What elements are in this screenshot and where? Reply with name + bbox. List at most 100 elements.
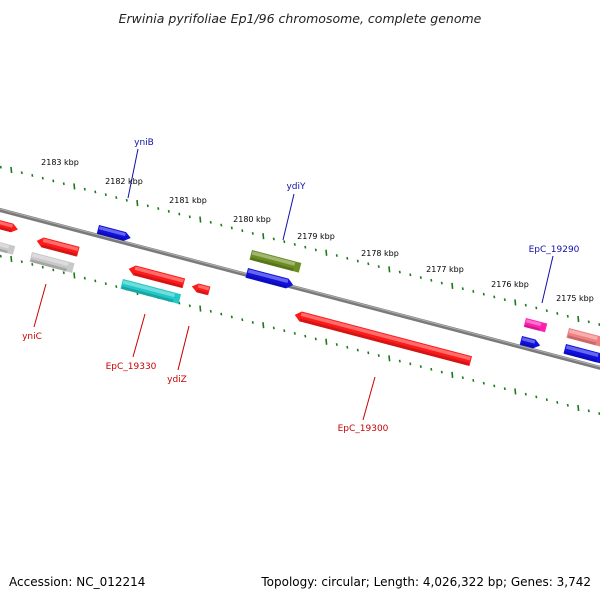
gene-label-text: yniB <box>134 138 154 148</box>
gene-feature-feature-6[interactable] <box>127 264 186 289</box>
minor-tick <box>556 401 559 404</box>
feature-shadow <box>97 231 125 241</box>
feature-body <box>0 240 16 255</box>
minor-tick <box>62 271 65 275</box>
minor-tick <box>52 268 55 272</box>
minor-tick <box>346 256 349 260</box>
major-tick <box>451 282 454 289</box>
gene-feature-ydiZ[interactable] <box>191 282 211 296</box>
minor-tick <box>188 215 191 219</box>
feature-shadow <box>250 257 294 272</box>
scale-label: 2178 kbp <box>361 249 399 258</box>
backbone-highlight <box>0 208 600 368</box>
minor-tick <box>398 359 401 363</box>
gene-feature-feature-14[interactable] <box>566 328 600 347</box>
major-tick <box>136 199 139 207</box>
gene-label-ydiZ[interactable]: ydiZ <box>167 325 190 385</box>
label-leader-line <box>177 325 190 371</box>
gene-feature-feature-3[interactable] <box>35 236 80 257</box>
gene-labels: yniB ydiY EpC_19290 yniC EpC_19330 ydiZ EpC_19… <box>22 138 580 434</box>
gene-feature-feature-13[interactable] <box>519 336 542 350</box>
minor-tick <box>566 403 569 407</box>
gene-feature-feature-2[interactable] <box>0 240 16 255</box>
gene-feature-feature-15[interactable] <box>563 344 600 364</box>
minor-tick <box>335 254 338 257</box>
minor-tick <box>241 318 244 322</box>
minor-tick <box>524 303 527 307</box>
feature-highlight <box>521 337 536 344</box>
feature-shadow <box>524 324 540 331</box>
minor-tick <box>440 370 443 374</box>
map-title: Erwinia pyrifoliae Ep1/96 chromosome, co… <box>119 11 482 26</box>
feature-shadow <box>30 259 67 272</box>
label-leader-line <box>282 193 295 241</box>
minor-tick <box>62 182 65 186</box>
gene-label-ydiY[interactable]: ydiY <box>282 182 306 241</box>
minor-tick <box>419 365 422 369</box>
minor-tick <box>220 223 223 227</box>
gene-feature-EpC_19300[interactable] <box>293 310 473 366</box>
scale-label: 2181 kbp <box>169 196 207 205</box>
label-leader-line <box>132 313 146 358</box>
gene-label-EpC_19290[interactable]: EpC_19290 <box>529 245 580 304</box>
feature-shadow <box>133 272 183 288</box>
label-leader-line <box>127 148 139 199</box>
minor-tick <box>430 367 433 371</box>
major-tick <box>199 305 202 312</box>
minor-tick <box>503 387 506 391</box>
minor-tick <box>472 378 475 382</box>
feature-shadow <box>246 275 287 289</box>
gene-feature-EpC_19330[interactable] <box>120 279 182 304</box>
minor-tick <box>241 229 244 233</box>
backbone-line <box>0 207 600 370</box>
gene-feature-EpC_19290[interactable] <box>523 318 548 333</box>
minor-tick <box>0 165 2 169</box>
gene-label-EpC_19300[interactable]: EpC_19300 <box>338 376 389 434</box>
scale-label: 2175 kbp <box>556 294 594 303</box>
minor-tick <box>377 354 380 357</box>
feature-shadow <box>520 342 534 349</box>
minor-tick <box>556 312 559 315</box>
minor-tick <box>167 209 170 213</box>
minor-tick <box>272 326 275 330</box>
minor-tick <box>503 298 506 302</box>
major-tick <box>388 355 391 362</box>
minor-tick <box>52 179 55 183</box>
minor-tick <box>31 262 34 266</box>
major-tick <box>325 249 328 256</box>
minor-tick <box>178 301 181 305</box>
gene-label-yniB[interactable]: yniB <box>127 138 154 199</box>
feature-shadow <box>0 246 8 254</box>
minor-tick <box>566 314 569 318</box>
gene-feature-ydiY[interactable] <box>249 250 302 273</box>
inner-tick-row <box>0 254 600 415</box>
major-tick <box>73 183 76 190</box>
minor-tick <box>409 273 412 277</box>
scale-label: 2180 kbp <box>233 215 271 224</box>
minor-tick <box>83 187 86 191</box>
feature-highlight <box>98 226 126 237</box>
minor-tick <box>94 190 97 194</box>
major-tick <box>325 338 328 345</box>
minor-tick <box>115 285 118 288</box>
minor-tick <box>304 334 307 338</box>
minor-tick <box>493 295 496 299</box>
minor-tick <box>430 278 433 282</box>
minor-tick <box>367 351 370 355</box>
minor-tick <box>356 259 359 263</box>
feature-highlight <box>134 266 184 283</box>
feature-highlight <box>565 345 599 357</box>
gene-feature-yniB[interactable] <box>96 225 132 242</box>
minor-tick <box>230 226 233 230</box>
gene-label-text: ydiY <box>286 182 306 192</box>
gene-feature-feature-1[interactable] <box>0 218 19 234</box>
minor-tick <box>83 276 86 280</box>
gene-feature-feature-10[interactable] <box>245 268 294 290</box>
gene-feature-feature-4[interactable] <box>29 252 75 273</box>
major-tick <box>388 266 391 273</box>
gene-label-EpC_19330[interactable]: EpC_19330 <box>106 313 157 372</box>
minor-tick <box>472 289 475 293</box>
minor-tick <box>461 287 464 291</box>
genome-summary-text: Topology: circular; Length: 4,026,322 bp… <box>260 575 591 589</box>
gene-label-yniC[interactable]: yniC <box>22 283 47 342</box>
